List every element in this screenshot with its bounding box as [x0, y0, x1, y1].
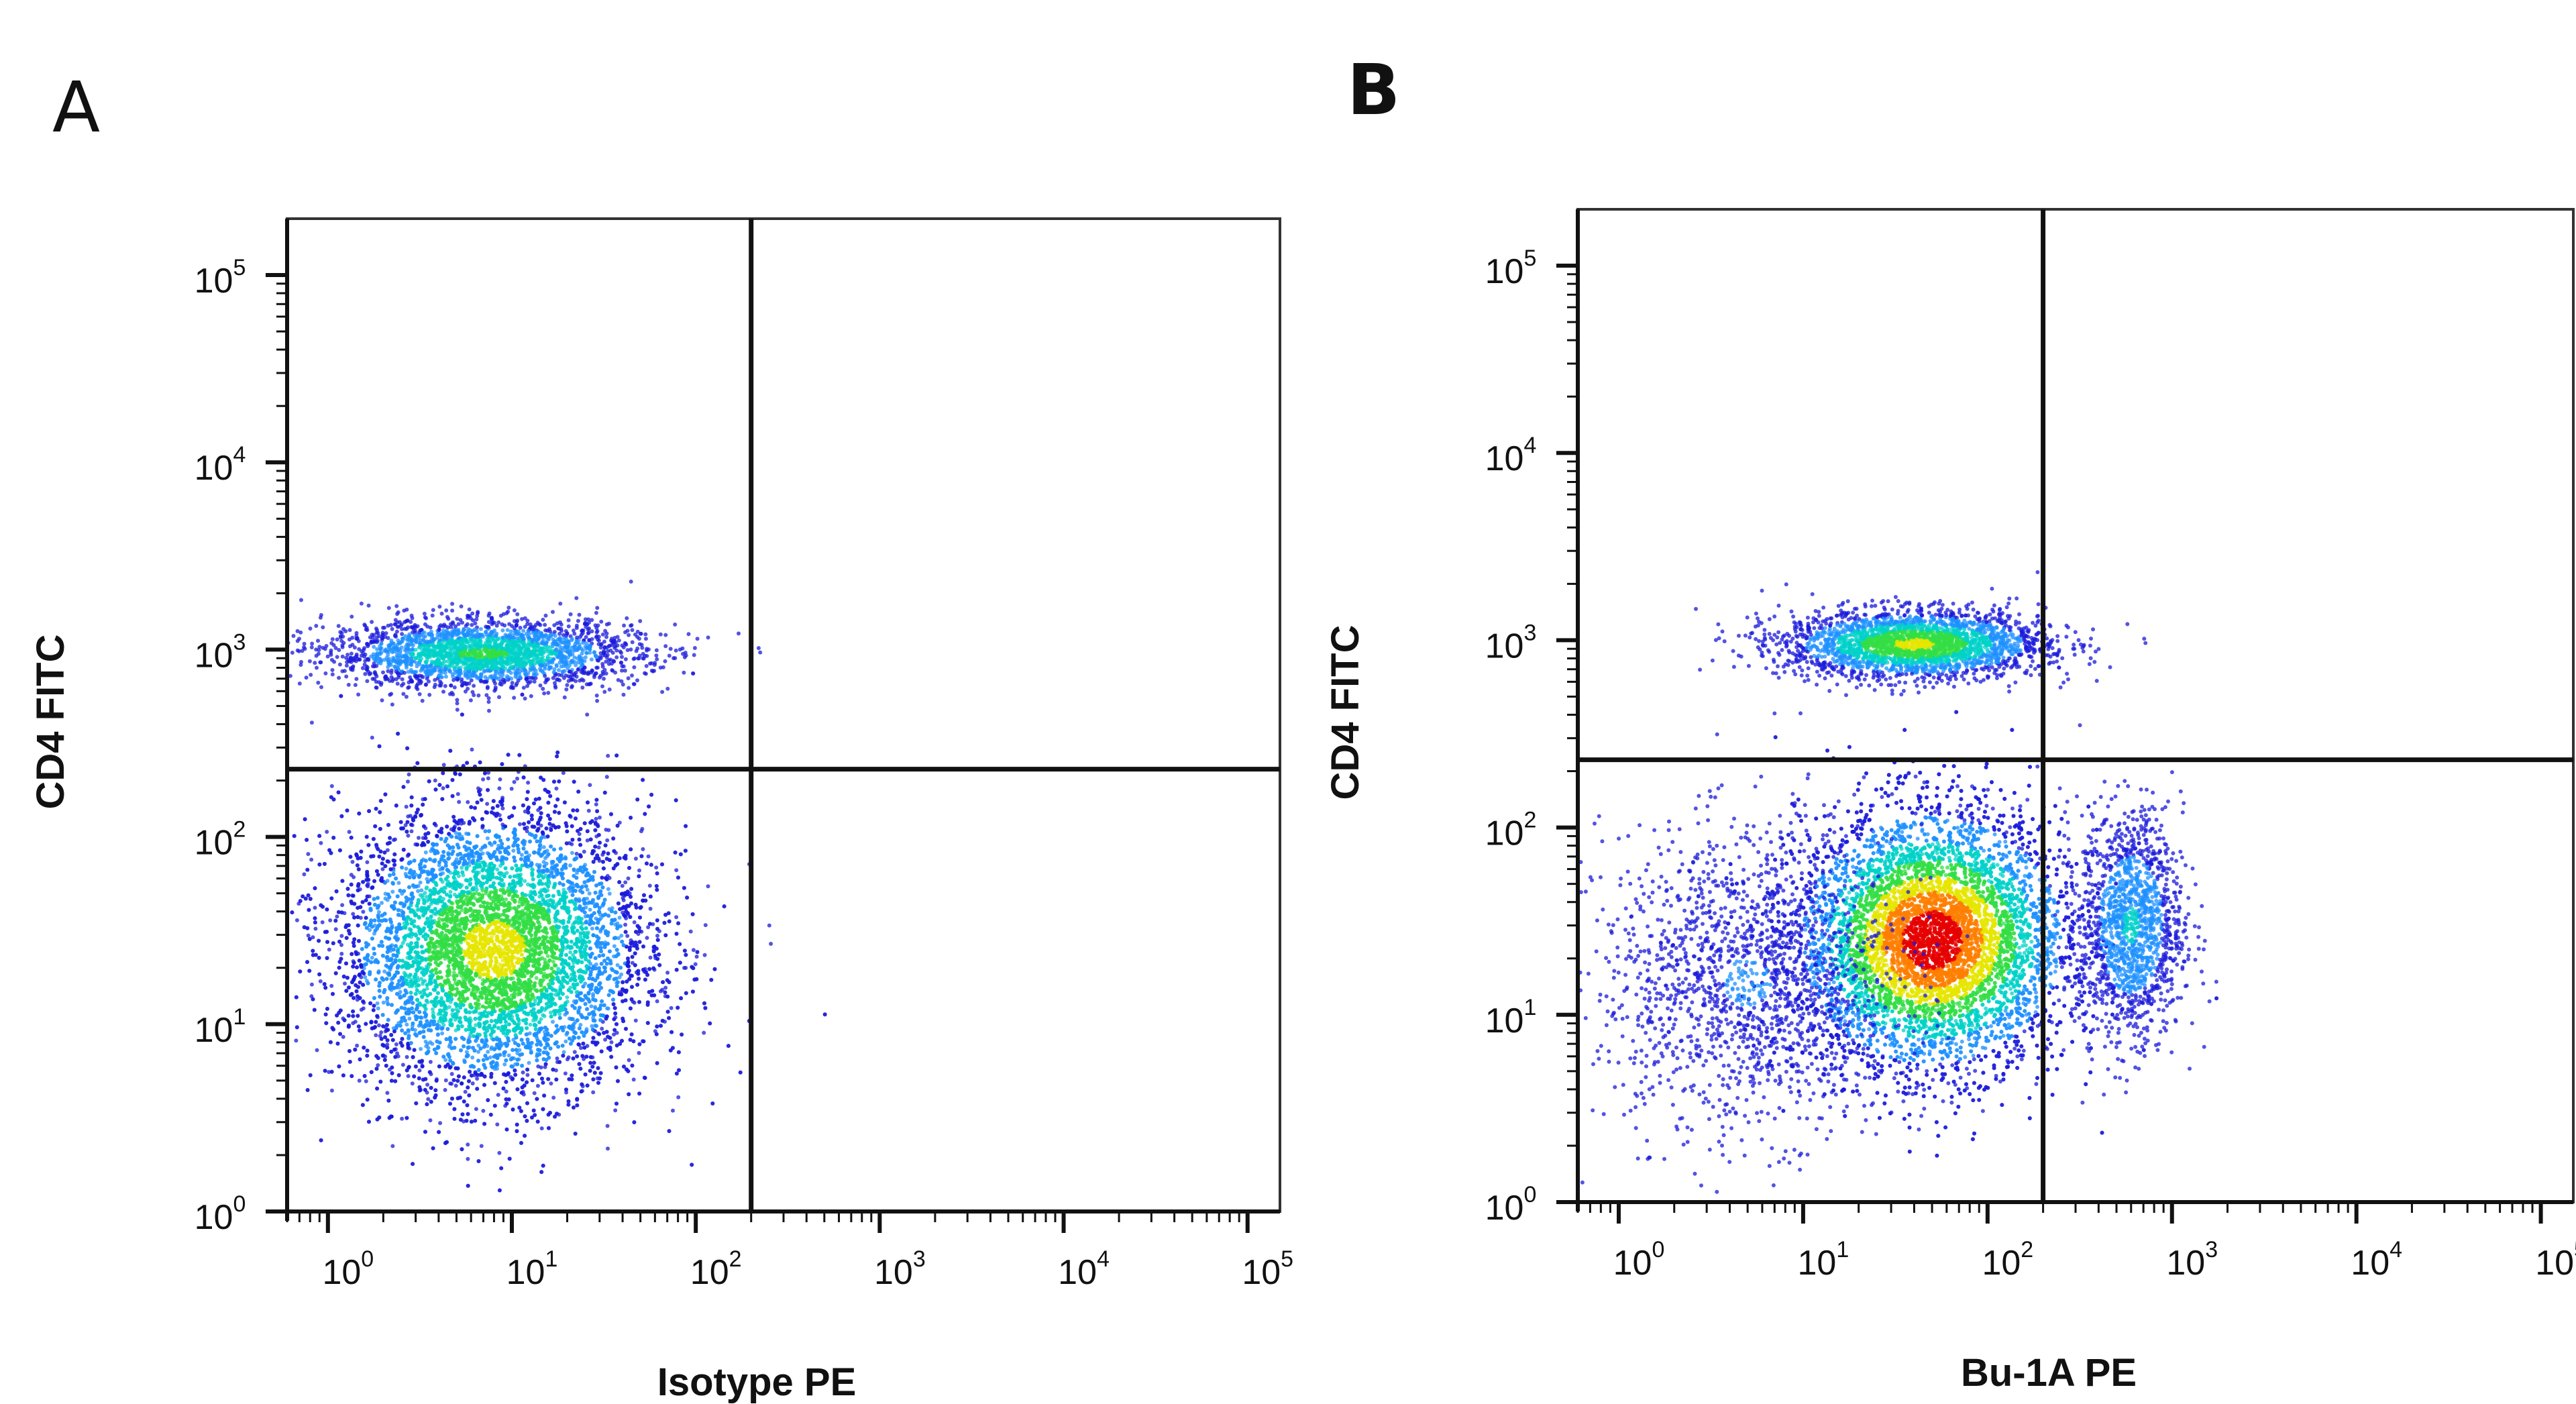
- y-tick-exponent: 3: [233, 629, 246, 655]
- y-tick-base: 10: [1485, 252, 1524, 291]
- x-tick-base: 10: [2166, 1244, 2205, 1283]
- y-tick-base: 10: [1485, 1002, 1524, 1040]
- y-tick-base: 10: [195, 1011, 233, 1050]
- x-tick-base: 10: [1982, 1244, 2021, 1283]
- plot-frame: [286, 217, 1281, 1213]
- x-tick-base: 10: [690, 1253, 729, 1292]
- y-tick-label: 105: [1485, 246, 1537, 291]
- y-tick-base: 10: [195, 636, 233, 675]
- x-tick-base: 10: [874, 1253, 913, 1292]
- population-0: [1694, 570, 2148, 698]
- y-tick-exponent: 0: [1523, 1182, 1536, 1207]
- y-tick-base: 10: [1485, 1189, 1524, 1228]
- y-tick-exponent: 1: [1523, 995, 1536, 1020]
- x-tick-label: 105: [2535, 1237, 2576, 1283]
- population-0: [287, 580, 763, 713]
- x-axis-title: Isotype PE: [657, 1360, 857, 1404]
- y-tick-exponent: 0: [233, 1191, 246, 1217]
- y-tick-base: 10: [1485, 627, 1524, 665]
- x-tick-label: 100: [1613, 1237, 1665, 1283]
- y-tick-base: 10: [1485, 439, 1524, 478]
- x-tick-exponent: 0: [1652, 1237, 1664, 1262]
- x-tick-exponent: 0: [361, 1246, 374, 1272]
- panel-letter-a: A: [52, 72, 100, 142]
- plot-frame: [1576, 208, 2575, 1203]
- x-tick-label: 103: [874, 1246, 926, 1292]
- x-tick-label: 101: [506, 1246, 558, 1292]
- y-tick-exponent: 3: [1523, 620, 1536, 645]
- y-tick-exponent: 4: [1523, 433, 1536, 458]
- x-tick-label: 103: [2166, 1237, 2218, 1283]
- population-2: [2041, 723, 2218, 1097]
- x-tick-label: 105: [1242, 1246, 1293, 1292]
- x-tick-label: 102: [1982, 1237, 2033, 1283]
- x-tick-label: 102: [690, 1246, 742, 1292]
- y-tick-label: 102: [1485, 808, 1537, 853]
- y-tick-label: 101: [195, 1004, 246, 1050]
- x-tick-label: 101: [1798, 1237, 1849, 1283]
- x-tick-base: 10: [2535, 1244, 2574, 1283]
- y-tick-base: 10: [1485, 814, 1524, 853]
- event-dots: [1578, 570, 2219, 1194]
- y-axis-title: CD4 FITC: [29, 635, 72, 810]
- x-axis-title: Bu-1A PE: [1961, 1351, 2137, 1395]
- y-tick-base: 10: [195, 1198, 233, 1237]
- panel-a-plot: 100 101 102 103 104 105100101102103104105Isot…: [29, 217, 1293, 1404]
- x-tick-exponent: 1: [1836, 1237, 1849, 1262]
- x-tick-base: 10: [1242, 1253, 1281, 1292]
- y-tick-label: 101: [1485, 995, 1537, 1040]
- y-tick-base: 10: [195, 449, 233, 488]
- x-tick-label: 104: [1058, 1246, 1110, 1292]
- minor-ticks: [1567, 273, 2534, 1213]
- y-tick-label: 105: [195, 255, 246, 301]
- y-tick-exponent: 2: [1523, 808, 1536, 833]
- x-tick-label: 100: [322, 1246, 374, 1292]
- y-tick-base: 10: [195, 824, 233, 863]
- y-tick-exponent: 5: [1523, 246, 1536, 271]
- panel-b-plot: 100101102103104105100101102103104105Bu-1…: [1324, 208, 2576, 1395]
- x-tick-base: 10: [1058, 1253, 1097, 1292]
- x-tick-exponent: 2: [2021, 1237, 2033, 1262]
- x-tick-exponent: 2: [729, 1246, 742, 1272]
- x-tick-exponent: 1: [545, 1246, 557, 1272]
- x-tick-base: 10: [1798, 1244, 1837, 1283]
- x-tick-exponent: 3: [2205, 1237, 2218, 1262]
- population-1: [287, 643, 827, 1193]
- event-dots: [287, 580, 827, 1193]
- x-tick-exponent: 4: [2390, 1237, 2402, 1262]
- x-tick-exponent: 5: [2574, 1237, 2576, 1262]
- panel-letter-b: B: [1347, 55, 1400, 125]
- y-tick-exponent: 1: [233, 1004, 246, 1030]
- x-tick-base: 10: [2351, 1244, 2390, 1283]
- x-tick-base: 10: [506, 1253, 545, 1292]
- y-tick-label: 104: [195, 442, 246, 488]
- y-tick-label: 103: [1485, 620, 1537, 665]
- x-tick-base: 10: [322, 1253, 361, 1292]
- minor-ticks: [276, 282, 1240, 1222]
- y-tick-base: 10: [195, 262, 233, 301]
- y-tick-label: 104: [1485, 433, 1537, 478]
- y-tick-exponent: 2: [233, 817, 246, 843]
- y-tick-label: 100: [195, 1191, 246, 1237]
- y-tick-label: 102: [195, 817, 246, 863]
- x-tick-exponent: 5: [1281, 1246, 1293, 1272]
- x-tick-label: 104: [2351, 1237, 2402, 1283]
- x-tick-exponent: 3: [913, 1246, 926, 1272]
- y-tick-label: 103: [195, 629, 246, 675]
- y-tick-label: 100: [1485, 1182, 1537, 1228]
- y-axis-title: CD4 FITC: [1324, 625, 1367, 800]
- y-tick-exponent: 4: [233, 442, 246, 468]
- population-1: [1705, 665, 2219, 1158]
- population-3: [1578, 711, 2066, 1194]
- y-tick-exponent: 5: [233, 255, 246, 280]
- x-tick-exponent: 4: [1097, 1246, 1110, 1272]
- x-tick-base: 10: [1613, 1244, 1652, 1283]
